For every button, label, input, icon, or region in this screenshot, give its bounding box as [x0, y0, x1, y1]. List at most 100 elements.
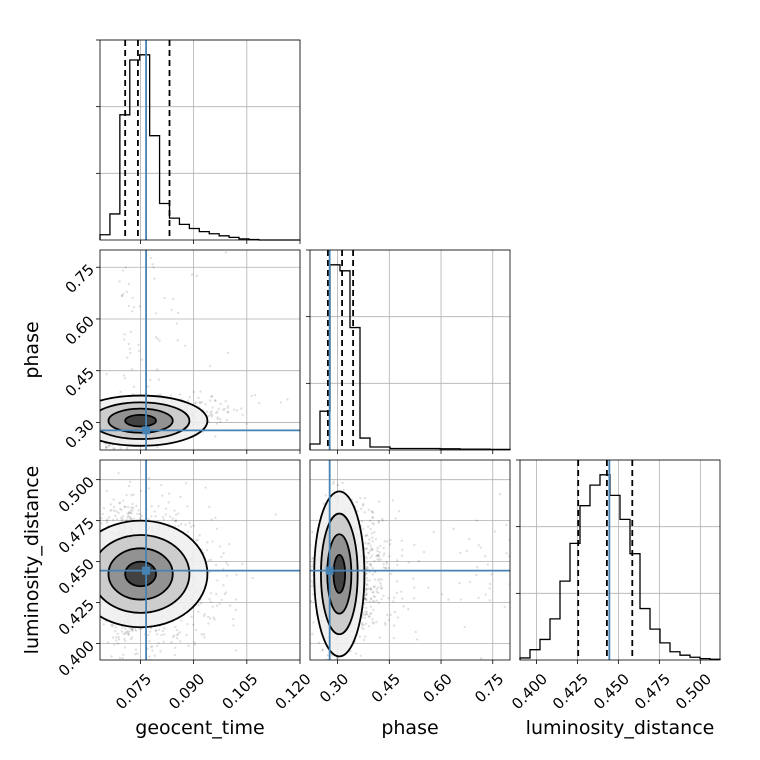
sample-dot — [363, 613, 367, 617]
sample-dot — [215, 411, 218, 415]
sample-dot — [400, 539, 403, 543]
sample-dot — [188, 396, 192, 399]
sample-dot — [106, 641, 110, 644]
sample-dot — [215, 527, 219, 531]
sample-dot — [413, 543, 416, 547]
x-tick-label: 0.75 — [471, 670, 507, 706]
sample-dot — [169, 394, 173, 397]
sample-dot — [378, 577, 381, 581]
sample-dot — [396, 616, 400, 619]
sample-dot — [368, 549, 372, 553]
sample-dot — [129, 509, 133, 512]
y-axis-label-luminosity_distance: luminosity_distance — [21, 466, 43, 655]
sample-dot — [209, 592, 213, 595]
sample-dot — [373, 585, 376, 588]
sample-dot — [124, 266, 127, 269]
sample-dot — [371, 573, 374, 576]
sample-dot — [128, 630, 131, 633]
sample-dot — [195, 401, 198, 404]
sample-dot — [468, 580, 472, 584]
sample-dot — [326, 654, 329, 657]
sample-dot — [365, 561, 369, 565]
sample-dot — [376, 591, 380, 595]
sample-dot — [377, 559, 381, 562]
sample-dot — [397, 510, 401, 513]
sample-dot — [447, 598, 450, 601]
sample-dot — [153, 654, 157, 657]
sample-dot — [110, 655, 113, 658]
sample-dot — [104, 446, 108, 449]
sample-dot — [432, 530, 435, 534]
sample-dot — [113, 509, 116, 513]
sample-dot — [131, 310, 134, 313]
sample-dot — [108, 444, 112, 447]
sample-dot — [376, 546, 379, 550]
sample-dot — [417, 559, 421, 563]
x-tick-label: 0.075 — [112, 670, 155, 713]
sample-dot — [122, 632, 125, 636]
sample-dot — [235, 573, 238, 576]
sample-dot — [332, 482, 335, 485]
sample-dot — [235, 409, 239, 412]
sample-dot — [200, 633, 203, 636]
sample-dot — [177, 524, 180, 528]
sample-dot — [363, 616, 367, 620]
sample-dot — [367, 525, 370, 528]
y-tick-label: 0.450 — [55, 555, 98, 598]
sample-dot — [124, 639, 127, 643]
sample-dot — [228, 543, 231, 546]
sample-dot — [161, 629, 165, 633]
sample-dot — [364, 610, 367, 613]
sample-dot — [207, 420, 211, 424]
sample-dot — [115, 517, 119, 521]
sample-dot — [384, 623, 387, 627]
sample-dot — [149, 256, 153, 260]
sample-dot — [188, 521, 191, 525]
sample-dot — [372, 595, 376, 598]
sample-dot — [369, 527, 372, 531]
sample-dot — [196, 539, 199, 542]
sample-dot — [174, 513, 178, 516]
sample-dot — [213, 618, 216, 621]
sample-dot — [119, 447, 122, 450]
sample-dot — [164, 507, 168, 510]
sample-dot — [378, 551, 381, 554]
panel-frame — [99, 249, 301, 451]
sample-dot — [224, 251, 228, 254]
sample-dot — [200, 400, 204, 404]
sample-dot — [225, 418, 229, 422]
sample-dot — [363, 511, 366, 514]
sample-dot — [369, 587, 372, 590]
sample-dot — [241, 413, 244, 417]
sample-dot — [186, 505, 189, 508]
sample-dot — [171, 517, 175, 520]
sample-dot — [220, 555, 223, 559]
x-tick-label: 0.45 — [368, 670, 404, 706]
sample-dot — [157, 505, 160, 508]
contour-line — [100, 534, 191, 614]
sample-dot — [131, 392, 135, 396]
sample-dot — [150, 515, 153, 518]
sample-dot — [206, 541, 209, 544]
sample-dot — [206, 615, 210, 619]
sample-dot — [199, 390, 202, 393]
sample-dot — [364, 593, 368, 597]
sample-dot — [373, 530, 376, 534]
x-tick-label: 0.425 — [549, 670, 592, 713]
sample-dot — [184, 482, 188, 485]
sample-dot — [324, 494, 327, 497]
sample-dot — [192, 623, 195, 626]
sample-dot — [459, 598, 463, 601]
sample-dot — [369, 564, 372, 567]
sample-dot — [233, 408, 236, 411]
sample-dot — [360, 621, 364, 625]
sample-dot — [117, 471, 120, 475]
sample-dot — [361, 613, 365, 617]
sample-dot — [156, 337, 159, 341]
sample-dot — [211, 406, 214, 409]
sample-dot — [135, 504, 138, 508]
sample-dot — [215, 592, 218, 596]
sample-dot — [366, 584, 369, 587]
sample-dot — [377, 521, 380, 524]
